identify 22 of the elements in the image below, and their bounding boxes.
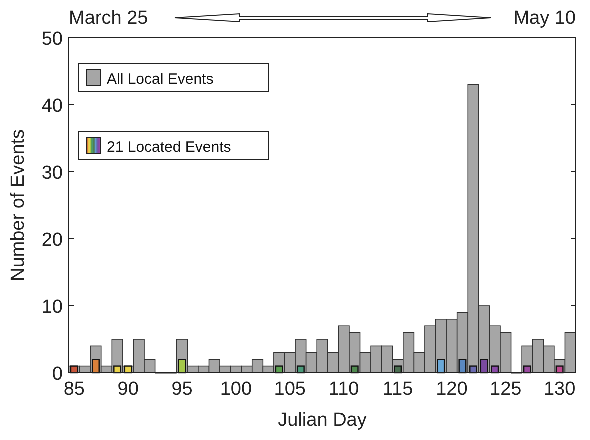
x-tick-label: 90 <box>118 379 139 400</box>
y-tick-label: 10 <box>42 297 63 318</box>
legend-label: 21 Located Events <box>107 139 232 156</box>
x-tick-label: 115 <box>382 379 414 400</box>
y-tick-label: 20 <box>42 230 63 251</box>
x-tick-label: 85 <box>64 379 85 400</box>
y-tick-label: 40 <box>42 96 63 117</box>
y-axis-title: Number of Events <box>8 129 29 282</box>
y-tick-label: 0 <box>52 364 63 385</box>
x-tick-label: 105 <box>274 379 306 400</box>
x-tick-label: 110 <box>328 379 360 400</box>
y-tick-label: 50 <box>42 29 63 50</box>
legend-label: All Local Events <box>107 71 214 88</box>
text: March 25 <box>69 8 148 29</box>
x-tick-label: 120 <box>436 379 468 400</box>
x-axis-title: Julian Day <box>278 410 368 431</box>
x-tick-label: 100 <box>220 379 252 400</box>
x-tick-label: 95 <box>172 379 193 400</box>
x-tick-label: 130 <box>544 379 576 400</box>
x-tick-label: 125 <box>490 379 522 400</box>
text: May 10 <box>514 8 576 29</box>
y-tick-label: 30 <box>42 163 63 184</box>
